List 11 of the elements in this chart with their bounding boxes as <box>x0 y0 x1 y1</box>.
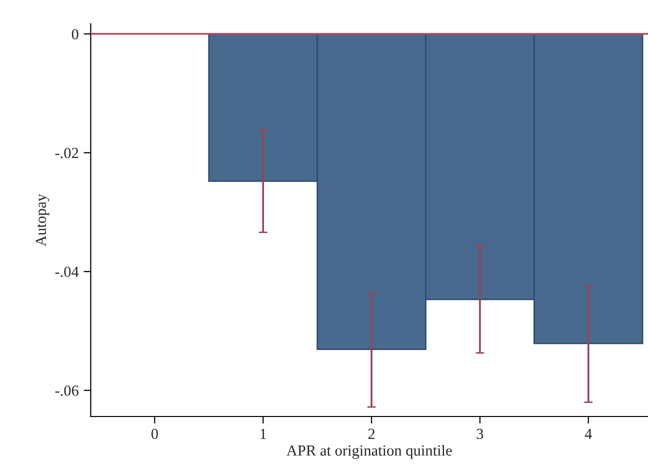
y-tick-label: -.06 <box>55 386 78 396</box>
x-tick-label: 0 <box>151 428 158 440</box>
x-tick-label: 3 <box>476 428 484 440</box>
x-tick-label: 2 <box>368 428 375 439</box>
y-tick-label: -.02 <box>55 148 78 158</box>
y-tick-label: 0 <box>72 29 78 40</box>
x-tick-label: 1 <box>260 428 266 439</box>
x-tick-label: 4 <box>584 428 592 439</box>
x-axis-title: APR at origination quintile <box>286 444 452 459</box>
y-tick-label: -.04 <box>55 266 79 278</box>
y-axis-title: Autopay <box>36 194 50 246</box>
